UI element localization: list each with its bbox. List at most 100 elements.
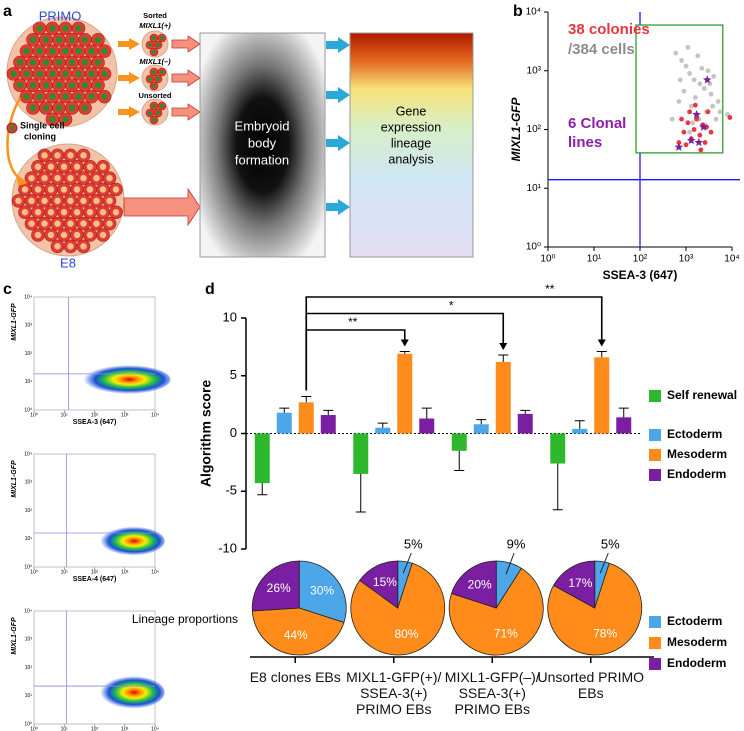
y-tick-label: 5 — [230, 367, 237, 382]
point — [697, 81, 703, 87]
y-tick-label: 10¹ — [25, 536, 33, 542]
nucleus — [23, 47, 30, 55]
x-tick-label: 10² — [91, 569, 99, 575]
nucleus — [94, 82, 102, 89]
pie-slice — [350, 562, 446, 656]
nucleus — [75, 47, 82, 55]
nucleus — [29, 36, 37, 43]
nucleus — [42, 104, 50, 112]
bar — [397, 353, 413, 434]
nucleus — [156, 111, 160, 115]
nucleus — [81, 82, 89, 89]
nucleus — [29, 59, 37, 66]
cloning-arrowhead — [16, 174, 28, 186]
label: E8 — [60, 255, 76, 270]
bracket — [305, 296, 603, 391]
nucleus — [73, 231, 81, 239]
nucleus — [62, 116, 69, 123]
nucleus — [80, 152, 87, 159]
bracket — [305, 329, 406, 391]
nucleus — [21, 186, 29, 193]
gate-box — [635, 24, 724, 154]
bar — [276, 412, 292, 434]
nucleus — [54, 243, 61, 250]
pie-label: 44% — [284, 628, 308, 642]
nucleus — [93, 174, 100, 182]
point — [705, 68, 711, 74]
blue-arrow — [326, 87, 350, 103]
nucleus — [42, 36, 50, 43]
nucleus — [106, 174, 113, 182]
label: Sorted — [143, 11, 167, 20]
error-bar — [421, 407, 432, 419]
pie-title: Lineage proportions — [132, 612, 238, 626]
nucleus — [28, 174, 35, 182]
nucleus — [60, 186, 68, 193]
point — [685, 120, 691, 126]
pie-slice — [547, 562, 643, 656]
nucleus — [86, 231, 94, 239]
panel-label: c — [3, 281, 12, 298]
x-tick-label: 10² — [91, 412, 99, 418]
nucleus — [10, 70, 17, 78]
point — [690, 120, 696, 126]
nucleus — [60, 209, 68, 216]
nucleus — [42, 59, 50, 66]
x-tick-label: 10¹ — [587, 254, 602, 265]
y-tick-label: 10¹ — [527, 183, 542, 194]
nucleus — [62, 70, 69, 78]
nucleus — [93, 220, 100, 227]
label: PRIMO — [39, 8, 82, 23]
point — [713, 116, 719, 122]
y-tick-label: 10³ — [527, 65, 542, 76]
category-label: MIXL1-GFP(+)/ SSEA-3(+) PRIMO EBs — [346, 669, 442, 717]
point — [702, 140, 708, 145]
nucleus — [160, 70, 164, 74]
annotation: 38 colonies — [568, 21, 650, 38]
error-bar — [279, 407, 290, 413]
nucleus — [80, 174, 87, 182]
y-tick-label: 10⁰ — [24, 721, 32, 727]
nucleus — [55, 104, 63, 112]
label: analysis — [388, 152, 433, 166]
nucleus — [60, 163, 68, 170]
point — [708, 91, 714, 97]
x-tick-label: 10³ — [121, 569, 129, 575]
legend-label: Mesoderm — [667, 635, 727, 649]
y-axis-label: MIXL1-GFP — [11, 460, 18, 498]
nucleus — [106, 220, 113, 227]
nucleus — [36, 47, 43, 55]
nucleus — [99, 163, 107, 170]
panel-label: d — [205, 281, 215, 298]
y-tick-label: 0 — [230, 425, 237, 440]
nucleus — [68, 36, 76, 43]
label: body — [248, 135, 277, 150]
point — [694, 116, 700, 122]
point — [710, 103, 716, 109]
blue-arrow — [326, 199, 350, 215]
nucleus — [49, 25, 56, 32]
bar — [572, 428, 588, 434]
legend-swatch — [649, 469, 661, 481]
point — [681, 88, 687, 94]
category-label: MIXL1-GFP(–)/ SSEA-3(+) PRIMO EBs — [444, 669, 540, 717]
pink-arrow — [123, 187, 201, 227]
point — [692, 102, 698, 108]
nucleus — [88, 47, 95, 55]
error-bar — [323, 409, 334, 416]
point — [679, 58, 684, 63]
nucleus — [42, 82, 50, 89]
x-axis-label: SSEA-4 (647) — [73, 576, 117, 583]
annotation: 6 Clonal — [568, 115, 626, 132]
bracket-arrow — [400, 339, 409, 347]
point — [717, 109, 723, 115]
bar — [473, 424, 489, 434]
pie-label: 17% — [568, 576, 592, 590]
x-tick-label: 10⁴ — [724, 254, 739, 265]
nucleus — [34, 231, 42, 239]
label: formation — [235, 152, 289, 167]
nucleus — [81, 59, 89, 66]
orange-arrow — [118, 72, 140, 84]
nucleus — [62, 25, 69, 32]
y-axis-label: MIXL1-GFP — [509, 97, 523, 162]
